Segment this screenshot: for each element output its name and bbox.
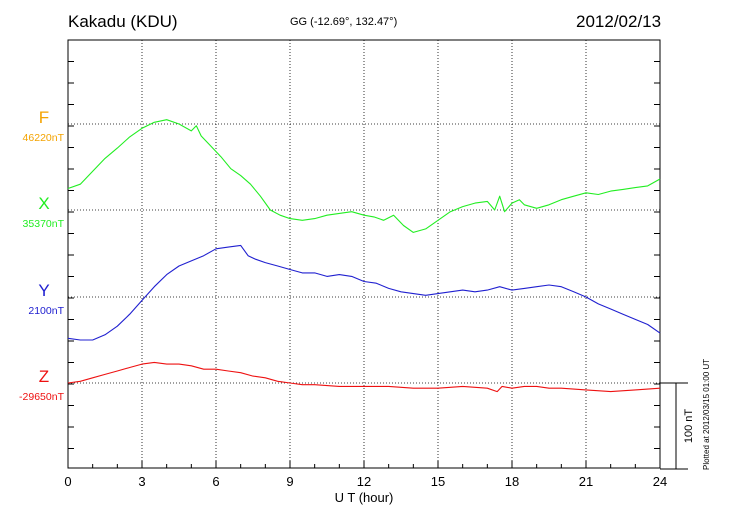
scale-bar-label: 100 nT xyxy=(683,409,695,444)
date-label: 2012/02/13 xyxy=(576,12,662,31)
coordinates-label: GG (-12.69°, 132.47°) xyxy=(290,16,398,28)
series-baseline-y: 2100nT xyxy=(28,305,64,317)
series-baseline-z: -29650nT xyxy=(19,391,65,403)
x-tick-label: 3 xyxy=(138,474,145,489)
x-tick-label: 0 xyxy=(64,474,71,489)
station-title: Kakadu (KDU) xyxy=(68,12,178,31)
series-name-x: X xyxy=(38,194,49,213)
x-tick-label: 12 xyxy=(357,474,371,489)
x-tick-label: 21 xyxy=(579,474,593,489)
plot-grid xyxy=(67,39,661,469)
x-tick-label: 15 xyxy=(431,474,445,489)
series-name-z: Z xyxy=(39,367,49,386)
x-tick-label: 9 xyxy=(286,474,293,489)
series-line-y xyxy=(67,244,661,341)
series-baseline-x: 35370nT xyxy=(23,218,65,230)
series-name-f: F xyxy=(39,108,49,127)
series-line-z xyxy=(67,361,661,393)
series-line-x xyxy=(67,119,661,233)
series-lines xyxy=(67,119,661,393)
x-tick-label: 24 xyxy=(653,474,667,489)
x-tick-label: 18 xyxy=(505,474,519,489)
plotted-at-note: Plotted at 2012/03/15 01:00 UT xyxy=(702,358,711,470)
series-name-y: Y xyxy=(38,281,49,300)
x-tick-label: 6 xyxy=(212,474,219,489)
x-axis: 0 3 6 9 12 15 18 21 24 U T (hour) xyxy=(64,461,667,505)
series-labels: F 46220nT X 35370nT Y 2100nT Z -29650nT xyxy=(19,108,65,403)
x-axis-label: U T (hour) xyxy=(335,490,394,505)
series-baseline-f: 46220nT xyxy=(23,132,65,144)
scale-bar: 100 nT xyxy=(660,382,695,470)
